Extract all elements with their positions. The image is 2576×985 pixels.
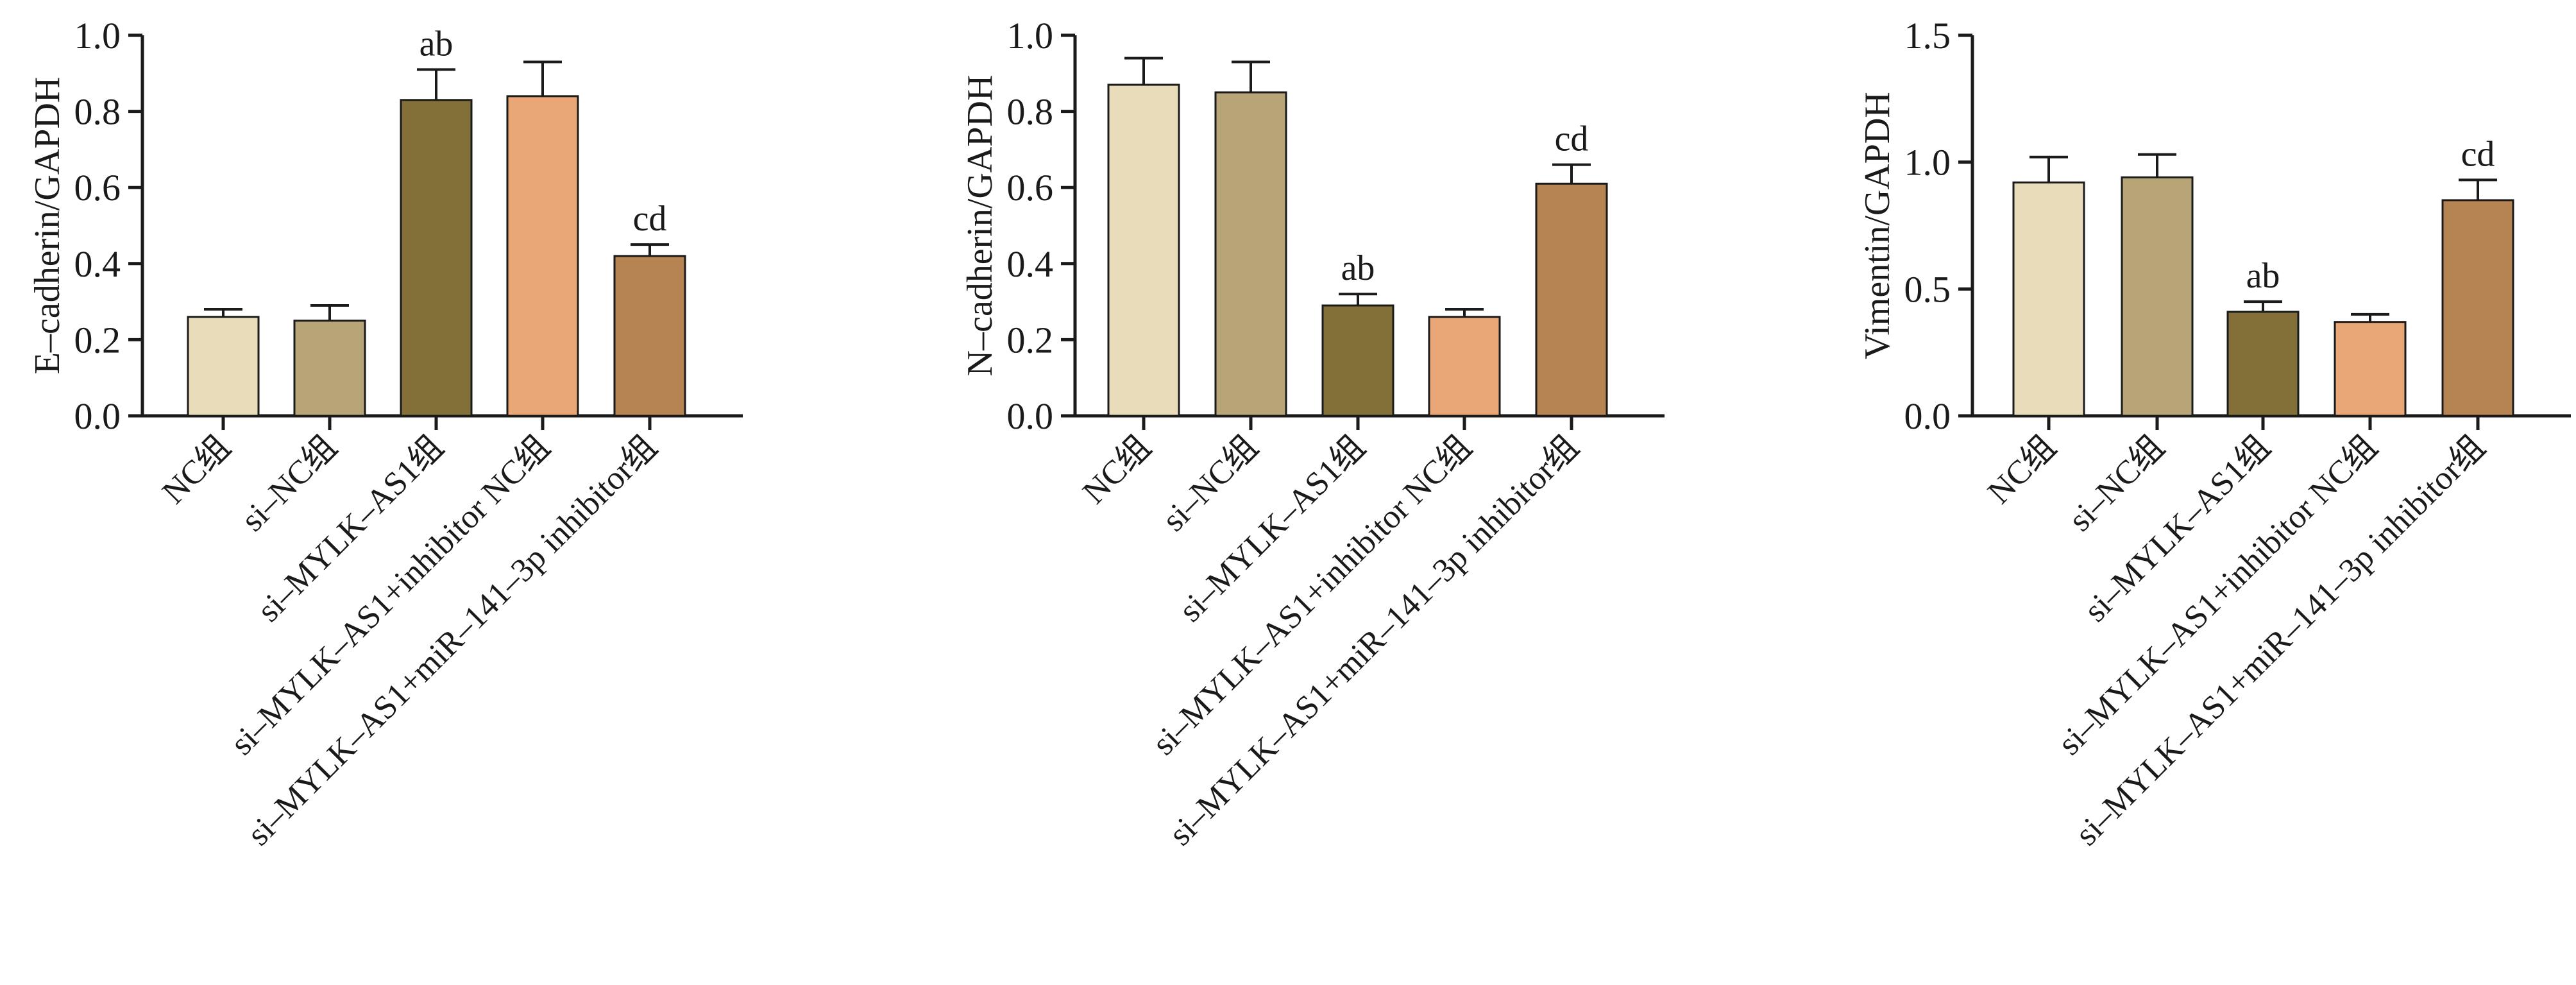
bar xyxy=(2441,199,2514,417)
y-tick-label: 0.8 xyxy=(1007,91,1054,133)
bar xyxy=(1428,316,1501,417)
bar xyxy=(293,320,366,417)
bar xyxy=(2226,311,2300,417)
bar xyxy=(400,99,473,417)
bar xyxy=(2334,321,2407,417)
significance-label: cd xyxy=(2461,134,2495,174)
y-axis-label: N–cadherin/GAPDH xyxy=(960,75,1000,377)
y-tick-label: 0.4 xyxy=(1007,243,1054,285)
bar xyxy=(2012,181,2085,417)
bar xyxy=(187,316,260,417)
y-tick-label: 0.0 xyxy=(1904,395,1951,437)
bar xyxy=(1321,304,1394,417)
y-axis-label: E–cadherin/GAPDH xyxy=(28,77,67,374)
significance-label: cd xyxy=(1555,119,1589,159)
x-tick-label: si–NC组 xyxy=(1155,429,1265,538)
y-tick-label: 0.0 xyxy=(74,395,121,437)
y-tick-label: 0.2 xyxy=(74,319,121,361)
x-tick-label: si–NC组 xyxy=(2062,429,2171,538)
chart-panel-e-cadherin: 0.0 0.2 0.4 0.6 0.8 1.0E–cadherin/GAPDH NC组si–… xyxy=(28,15,743,853)
y-tick-label: 1.5 xyxy=(1904,15,1951,56)
bar xyxy=(1535,182,1608,417)
x-tick-label: NC组 xyxy=(155,429,237,511)
chart-panel-n-cadherin: 0.0 0.2 0.4 0.6 0.8 1.0N–cadherin/GAPDH NC组si–… xyxy=(960,15,1665,853)
x-tick-label: si–MYLK–AS1组 xyxy=(1172,429,1372,629)
bar xyxy=(613,255,686,417)
significance-label: ab xyxy=(2246,256,2280,296)
y-tick-label: 0.8 xyxy=(74,91,121,133)
y-tick-label: 0.4 xyxy=(74,243,121,285)
x-tick-label: si–NC组 xyxy=(234,429,344,538)
bar xyxy=(1214,91,1287,417)
significance-label: ab xyxy=(1341,248,1375,288)
y-tick-label: 1.0 xyxy=(74,15,121,56)
x-tick-label: si–MYLK–AS1组 xyxy=(2077,429,2277,629)
y-tick-label: 1.0 xyxy=(1904,142,1951,184)
y-tick-label: 0.5 xyxy=(1904,268,1951,310)
y-tick-label: 0.6 xyxy=(74,167,121,209)
significance-label: cd xyxy=(633,199,667,239)
x-tick-label: si–MYLK–AS1组 xyxy=(250,429,450,629)
significance-label: ab xyxy=(419,24,453,64)
y-tick-label: 1.0 xyxy=(1007,15,1054,56)
x-tick-label: NC组 xyxy=(1076,429,1158,511)
y-tick-label: 0.0 xyxy=(1007,395,1054,437)
y-axis-label: Vimentin/GAPDH xyxy=(1858,92,1897,359)
bar xyxy=(1107,83,1180,417)
bar xyxy=(506,95,579,417)
bar xyxy=(2121,176,2194,417)
y-tick-label: 0.6 xyxy=(1007,167,1054,209)
y-tick-label: 0.2 xyxy=(1007,319,1054,361)
x-tick-label: NC组 xyxy=(1981,429,2063,511)
